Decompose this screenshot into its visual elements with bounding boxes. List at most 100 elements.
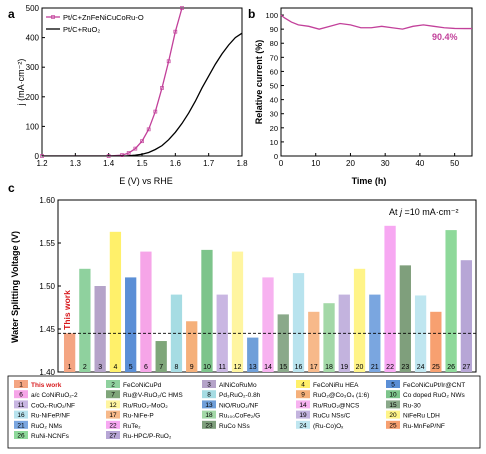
y-tick-label: 0: [35, 152, 40, 161]
x-tick-label: 1.8: [236, 159, 248, 168]
bar-label-3: 3: [98, 364, 102, 371]
bar-label-20: 20: [356, 364, 364, 371]
legend-label-15: Ru-30: [403, 402, 421, 409]
legend-label-12: Ru/RuO₂-MoO₂: [123, 402, 168, 409]
panel-c-voltage-bar-chart: Water Splitting Voltage (V) At j =10 mA·…: [7, 196, 481, 449]
x-tick-label: 30: [381, 159, 390, 168]
legend-label-13: NiO/RuO₂/NF: [219, 402, 258, 409]
legend-swatch-11: [14, 400, 28, 409]
legend-swatch-19: [296, 410, 310, 419]
bar-26: [445, 230, 457, 372]
bar-label-24: 24: [417, 364, 425, 371]
x-tick-label: 1.4: [103, 159, 115, 168]
x-tick-label: 40: [415, 159, 424, 168]
legend-swatch-20: [386, 410, 400, 419]
bar-label-10: 10: [203, 364, 211, 371]
series-line-2: [42, 32, 242, 156]
legend-swatch-14: [296, 400, 310, 409]
stability-curve: [280, 14, 472, 30]
legend-number-16: 16: [17, 412, 25, 419]
bar-label-13: 13: [249, 364, 257, 371]
legend-marker: [51, 15, 55, 19]
legend-number-17: 17: [109, 412, 117, 419]
legend-number-2: 2: [111, 382, 115, 389]
y-tick-label: 70: [270, 53, 278, 62]
legend-swatch-2: [106, 380, 120, 388]
legend-label-10: Co doped RuO₂ NWs: [403, 392, 466, 399]
bar-label-16: 16: [295, 364, 303, 371]
y-tick-label: 100: [26, 122, 40, 131]
y-tick-label: 1.45: [39, 325, 55, 334]
bar-label-4: 4: [113, 364, 117, 371]
y-tick-label: 80: [270, 39, 278, 48]
legend-swatch-24: [296, 420, 310, 429]
legend-label-1: This work: [31, 382, 62, 389]
legend-swatch-6: [14, 390, 28, 399]
x-tick-label: 1.2: [36, 159, 48, 168]
y-tick-label: 1.55: [39, 239, 55, 248]
legend-number-15: 15: [389, 402, 397, 409]
series-line-1: [42, 8, 183, 156]
x-tick-label: 10: [311, 159, 320, 168]
bar-4: [109, 231, 122, 372]
legend-number-20: 20: [389, 412, 397, 419]
legend-label-7: Ru@V-RuO₂/C HMS: [123, 392, 183, 399]
legend-label-14: Ru/RuO₂@NCS: [313, 402, 360, 409]
bar-6: [140, 251, 152, 372]
bar-17: [308, 311, 320, 372]
legend-swatch-22: [106, 420, 120, 429]
bar-7: [155, 341, 167, 372]
legend-label-20: NiFeRu LDH: [403, 413, 440, 420]
y-tick-label: 0: [274, 152, 278, 161]
panel-b-xlabel: Time (h): [352, 176, 387, 186]
bar-24: [414, 295, 427, 372]
legend-swatch-12: [106, 400, 120, 409]
y-tick-label: 1.40: [39, 368, 55, 377]
legend-label-26: RuNi-NCNFs: [31, 433, 70, 440]
legend-swatch-15: [386, 400, 400, 409]
legend-number-3: 3: [207, 382, 211, 389]
data-point: [153, 109, 158, 114]
bar-15: [277, 314, 289, 372]
legend-number-4: 4: [301, 382, 305, 389]
panel-b-ylabel: Relative current (%): [254, 40, 264, 125]
x-tick-label: 0: [279, 159, 284, 168]
legend-swatch-5: [386, 380, 400, 388]
legend-number-18: 18: [205, 412, 213, 419]
y-tick-label: 30: [270, 110, 278, 119]
bar-13: [247, 337, 259, 372]
y-tick-label: 40: [270, 96, 278, 105]
bar-23: [399, 265, 411, 372]
bar-label-26: 26: [447, 364, 455, 371]
legend-swatch-13: [202, 400, 216, 409]
legend-swatch-26: [14, 431, 28, 439]
y-tick-label: 50: [270, 82, 278, 91]
legend-swatch-3: [202, 380, 216, 388]
legend-number-11: 11: [18, 402, 25, 409]
data-point: [140, 139, 144, 144]
bar-16: [292, 273, 305, 372]
bar-label-1: 1: [68, 364, 72, 371]
legend-number-21: 21: [17, 422, 25, 429]
legend-label-21: RuO₂ NMs: [31, 423, 63, 430]
bar-8: [170, 294, 183, 372]
legend-label-5: FeCoNiCuPt/Ir@CNT: [403, 382, 465, 389]
bar-label-21: 21: [371, 364, 379, 371]
panel-c-highlight-label: This work: [62, 290, 72, 330]
bar-27: [460, 260, 473, 372]
y-tick-label: 1.50: [39, 282, 55, 291]
panel-b-letter: b: [248, 7, 255, 21]
bar-label-17: 17: [310, 364, 318, 371]
bar-10: [201, 249, 213, 372]
legend-number-5: 5: [391, 382, 395, 389]
legend-box: [7, 375, 481, 449]
x-tick-label: 1.7: [203, 159, 215, 168]
legend-number-9: 9: [301, 392, 305, 399]
legend-label-1: Pt/C+ZnFeNiCuCoRu-O: [63, 13, 144, 22]
bar-label-25: 25: [432, 364, 440, 371]
data-point: [126, 151, 131, 155]
legend-swatch-8: [202, 390, 216, 399]
bar-label-11: 11: [219, 364, 226, 371]
legend-number-6: 6: [19, 392, 23, 399]
